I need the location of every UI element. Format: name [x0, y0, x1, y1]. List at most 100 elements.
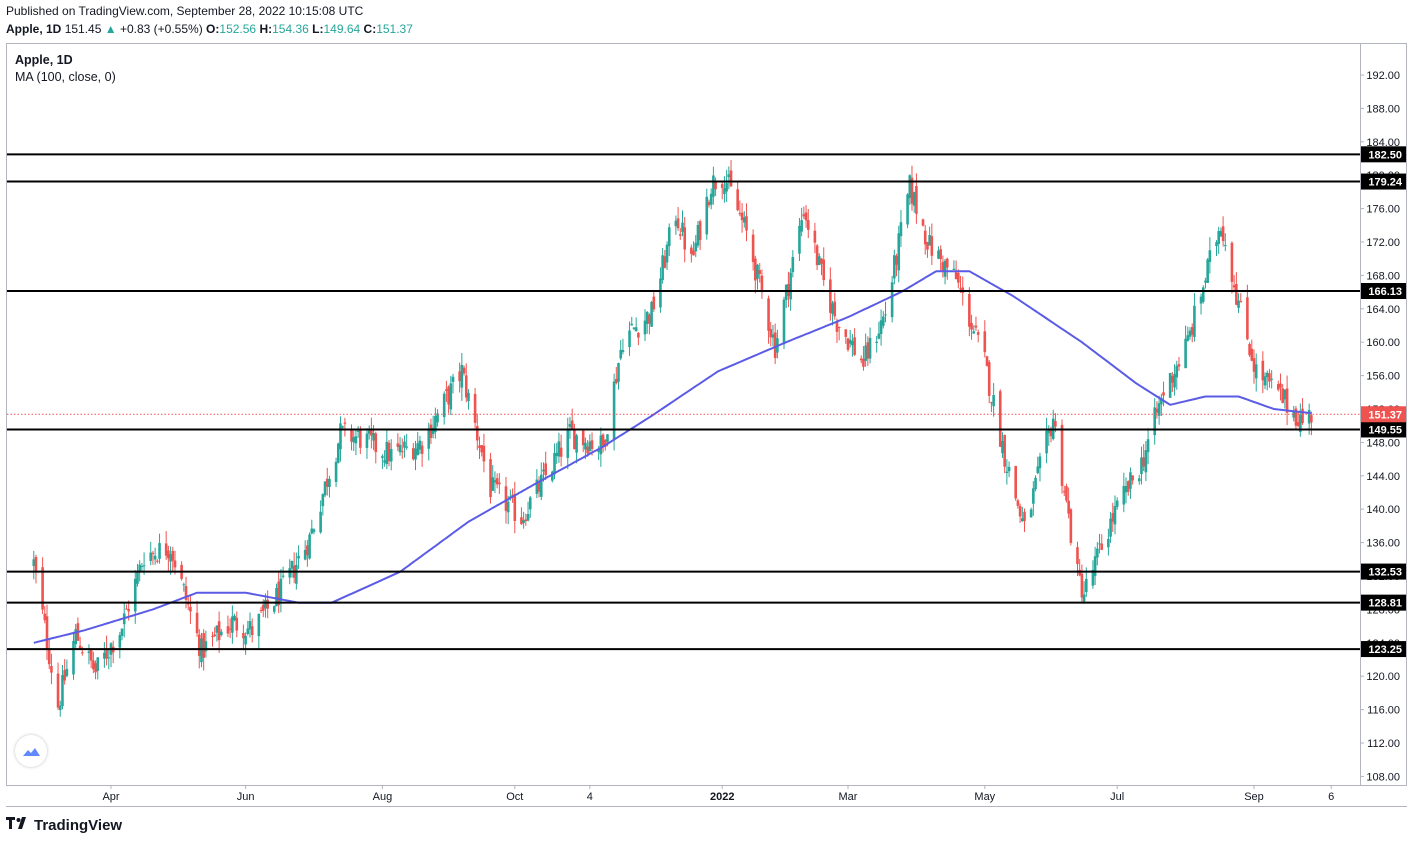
candle-body — [1091, 569, 1095, 586]
candle-body — [306, 545, 309, 556]
candle-body — [829, 279, 832, 313]
candle-body — [928, 235, 931, 246]
y-tick-label: 172.00 — [1366, 237, 1400, 249]
candle-body — [912, 192, 916, 206]
candle-body — [890, 282, 894, 318]
candle-body — [1206, 259, 1209, 283]
candle-body — [1131, 475, 1134, 481]
candle-body — [1230, 242, 1234, 282]
candle-body — [149, 552, 153, 561]
candle-body — [665, 244, 669, 263]
candle-body — [1153, 407, 1157, 436]
candle-body — [923, 230, 927, 245]
candle-body — [319, 511, 322, 533]
candle-body — [1080, 573, 1084, 598]
candle-body — [45, 616, 49, 649]
candle-body — [420, 445, 424, 454]
candle-body — [1098, 543, 1101, 545]
candle-body — [259, 609, 263, 611]
candle-body — [1085, 578, 1088, 593]
candle-body — [182, 584, 186, 586]
tradingview-badge[interactable] — [15, 735, 47, 767]
candle-body — [460, 364, 464, 388]
candle-body — [767, 298, 770, 331]
candle-body — [197, 634, 201, 656]
change-up-icon: ▲ — [104, 22, 117, 36]
candle-body — [281, 575, 285, 577]
candle-body — [987, 362, 991, 396]
x-tick-label: Jul — [1110, 791, 1124, 803]
candle-body — [815, 245, 819, 266]
candle-body — [1146, 439, 1150, 453]
candle-body — [72, 640, 75, 675]
candle-body — [881, 316, 885, 326]
candle-body — [1124, 486, 1128, 493]
y-tick-label: 164.00 — [1366, 304, 1400, 316]
candle-body — [491, 477, 495, 491]
candle-body — [151, 552, 155, 554]
candle-body — [1261, 360, 1265, 381]
candle-body — [1263, 376, 1267, 386]
candle-body — [184, 586, 188, 600]
footer-brand[interactable]: TradingView — [6, 816, 122, 834]
candle-body — [637, 333, 640, 338]
x-tick-label: Mar — [839, 791, 858, 803]
candle-body — [200, 638, 203, 663]
candle-body — [551, 471, 554, 481]
candle-body — [312, 529, 316, 532]
candle-body — [513, 494, 517, 522]
candle-body — [542, 469, 545, 472]
candle-body — [621, 350, 625, 352]
candle-body — [1281, 388, 1284, 404]
candle-body — [354, 436, 358, 444]
candle-body — [1294, 408, 1298, 426]
candle-body — [820, 258, 823, 264]
candle-body — [226, 626, 230, 634]
candle-body — [473, 393, 477, 423]
candle-body — [800, 220, 803, 232]
x-tick-label: Aug — [373, 791, 393, 803]
candle-body — [1032, 488, 1035, 504]
time-axis[interactable]: Apr Jun Aug Oct 4 2022 Mar May Jul Sep 6 — [102, 785, 1334, 803]
candle-body — [173, 560, 177, 568]
close-label: C: — [363, 22, 377, 36]
candle-body — [1082, 594, 1086, 602]
candle-body — [866, 342, 870, 359]
candles-layer — [32, 160, 1313, 717]
candle-body — [584, 442, 587, 450]
candle-body — [1201, 287, 1205, 302]
candle-body — [63, 670, 66, 681]
candle-body — [789, 272, 792, 300]
candle-body — [266, 599, 269, 609]
candle-body — [217, 621, 221, 641]
candle-body — [61, 675, 64, 707]
x-tick-label: Sep — [1244, 791, 1264, 803]
candle-body — [233, 615, 236, 621]
candle-body — [275, 588, 278, 607]
candle-body — [736, 189, 739, 211]
candle-body — [1299, 414, 1302, 432]
candle-body — [630, 323, 634, 326]
candle-body — [445, 389, 448, 391]
candle-body — [451, 376, 455, 382]
candle-body — [740, 212, 744, 221]
candle-body — [566, 429, 570, 458]
level-label: 149.55 — [1368, 424, 1402, 436]
candle-body — [862, 358, 865, 367]
level-label-box — [1361, 421, 1406, 438]
candle-body — [802, 214, 806, 217]
candle-body — [1107, 538, 1110, 548]
candle-body — [1310, 415, 1313, 423]
candle-body — [769, 329, 773, 338]
candle-body — [105, 648, 108, 659]
candle-body — [667, 227, 671, 247]
candle-body — [213, 634, 217, 636]
candle-body — [893, 255, 896, 279]
low-label: L: — [312, 22, 324, 36]
quote-last: 151.45 — [64, 22, 102, 36]
candle-body — [908, 175, 912, 198]
candle-body — [590, 440, 594, 449]
candle-body — [787, 283, 790, 296]
candle-body — [92, 660, 95, 670]
